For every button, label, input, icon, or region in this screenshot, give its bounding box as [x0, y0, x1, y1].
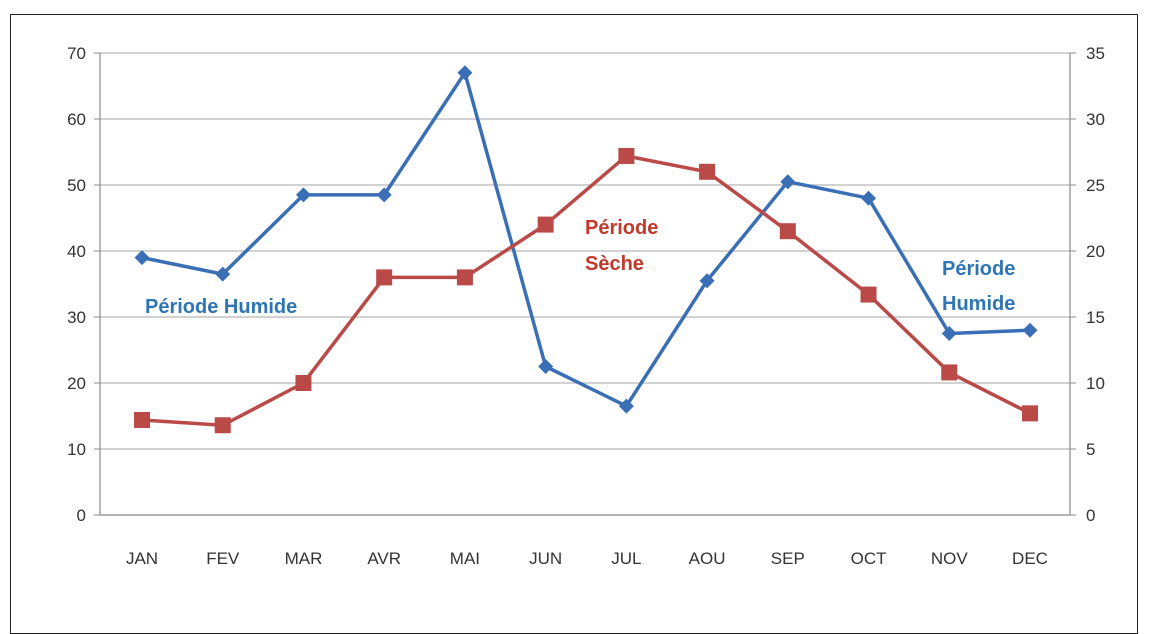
- series-2-point: [376, 269, 393, 286]
- y-right-tick-label: 15: [1086, 308, 1105, 327]
- x-tick-label: MAI: [450, 549, 480, 568]
- y-right-tick-label: 10: [1086, 374, 1105, 393]
- x-tick-label: AVR: [367, 549, 401, 568]
- x-tick-label: OCT: [851, 549, 887, 568]
- x-tick-label: DEC: [1012, 549, 1048, 568]
- y-right-tick-label: 20: [1086, 242, 1105, 261]
- series-2-point: [456, 269, 473, 286]
- y-left-tick-label: 10: [67, 440, 86, 459]
- y-axis-right: 0 5 10 15 20 25 30 35: [1086, 44, 1105, 525]
- series-2-point: [214, 417, 231, 434]
- x-tick-label: JUL: [611, 549, 641, 568]
- series-1-point: [295, 187, 311, 203]
- y-axis-left: 0 10 20 30 40 50 60 70: [67, 44, 86, 525]
- series-1-point: [457, 65, 473, 81]
- series-line-1: [141, 71, 1031, 408]
- series-2-point: [699, 163, 716, 180]
- x-tick-label: NOV: [931, 549, 969, 568]
- series-1-point: [618, 398, 634, 414]
- annotation-seche-line2: Sèche: [585, 253, 644, 275]
- series-2-point: [295, 375, 312, 391]
- series-1-point: [861, 190, 877, 206]
- series-2-point: [941, 364, 958, 381]
- series-1-point: [699, 273, 715, 289]
- y-left-tick-label: 0: [77, 506, 86, 525]
- chart: 0 10 20 30 40 50 60 70 0 5 10 15 20 25 30 35 JAN FEV MAR…: [67, 44, 1105, 568]
- x-tick-label: SEP: [771, 549, 805, 568]
- annotation-humide-left: Période Humide: [145, 296, 297, 318]
- y-left-tick-label: 30: [67, 308, 86, 327]
- series-1-point: [215, 266, 231, 282]
- series-2-point: [134, 411, 150, 428]
- x-tick-label: MAR: [285, 549, 323, 568]
- x-tick-label: JUN: [529, 549, 562, 568]
- x-tick-label: FEV: [206, 549, 240, 568]
- y-left-tick-label: 60: [67, 110, 86, 129]
- y-right-tick-label: 30: [1086, 110, 1105, 129]
- y-left-tick-label: 40: [67, 242, 86, 261]
- series-line-2: [141, 154, 1031, 427]
- x-axis: JAN FEV MAR AVR MAI JUN JUL AOU SEP OCT NOV DEC: [126, 549, 1048, 568]
- series-layer: [134, 65, 1038, 434]
- y-right-tick-label: 0: [1086, 506, 1095, 525]
- series-1-point: [780, 174, 796, 190]
- series-2-point: [779, 223, 796, 240]
- annotation-humide-right-line1: Période: [942, 258, 1015, 280]
- x-tick-label: AOU: [689, 549, 726, 568]
- series-2-point: [1022, 405, 1038, 422]
- series-2-point: [618, 147, 635, 164]
- y-left-tick-label: 20: [67, 374, 86, 393]
- y-left-tick-label: 50: [67, 176, 86, 195]
- series-2-point: [860, 286, 877, 303]
- series-1-point: [941, 326, 957, 341]
- annotation-seche-line1: Période: [585, 217, 658, 239]
- x-tick-label: JAN: [126, 549, 158, 568]
- series-1-point: [376, 187, 392, 203]
- y-right-tick-label: 25: [1086, 176, 1105, 195]
- annotation-humide-right-line2: Humide: [942, 293, 1015, 315]
- y-right-tick-label: 5: [1086, 440, 1095, 459]
- series-1-point: [538, 359, 554, 374]
- series-1-point: [134, 250, 150, 266]
- series-1-point: [1022, 322, 1038, 338]
- gridlines: [94, 52, 1076, 516]
- series-2-point: [537, 216, 554, 233]
- y-right-tick-label: 35: [1086, 44, 1105, 63]
- y-left-tick-label: 70: [67, 44, 86, 63]
